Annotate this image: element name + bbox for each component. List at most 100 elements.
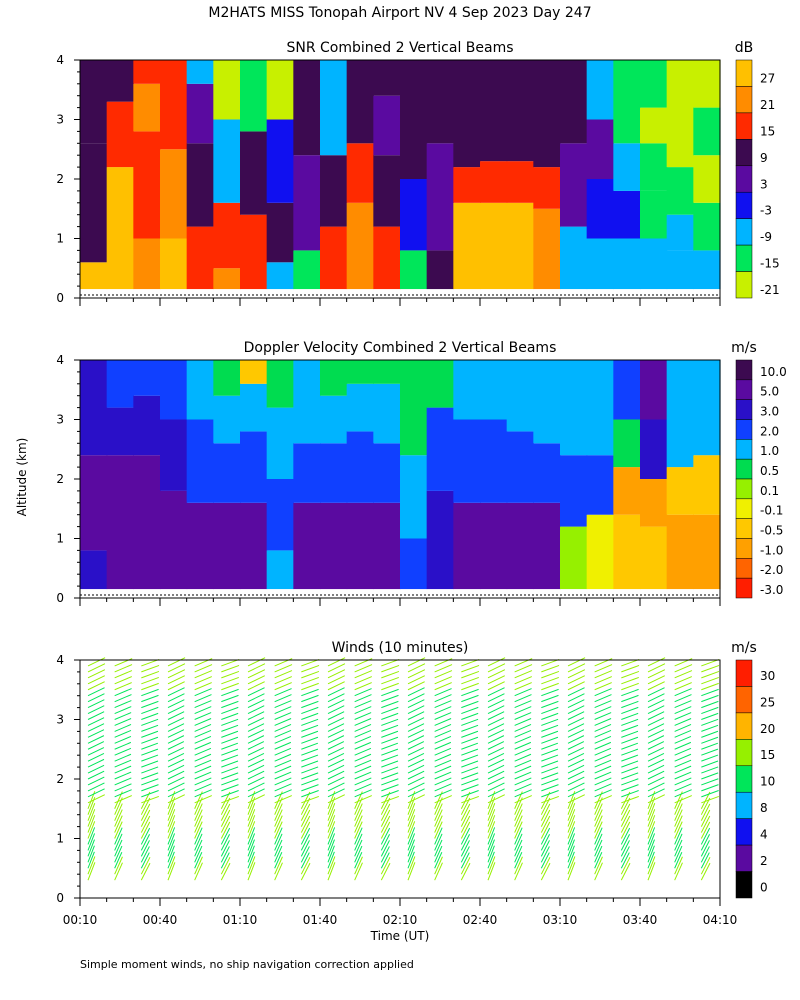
- wind-barb: [274, 753, 292, 762]
- wind-profile: [567, 657, 586, 881]
- heat-cell: [346, 60, 374, 144]
- time-column: [293, 60, 321, 290]
- wind-barb: [674, 803, 683, 821]
- colorbar-swatch: [735, 538, 753, 559]
- wind-barb: [647, 839, 655, 857]
- colorbar-label: 15: [760, 124, 775, 138]
- colorbar-swatch: [735, 458, 753, 480]
- heat-cell: [480, 161, 508, 203]
- time-column: [80, 60, 108, 290]
- wind-barb: [487, 663, 506, 673]
- wind-barb: [114, 759, 132, 768]
- heat-cell: [266, 202, 294, 263]
- time-column: [293, 360, 321, 590]
- wind-barb: [380, 862, 391, 881]
- colorbar-swatch: [735, 379, 753, 400]
- colorbar-swatch: [735, 498, 753, 519]
- wind-barb: [247, 747, 265, 756]
- heat-cell: [426, 60, 454, 144]
- wind-barb: [194, 851, 203, 869]
- time-column: [346, 360, 374, 590]
- wind-barb: [167, 856, 176, 875]
- wind-barb: [114, 765, 132, 774]
- wind-barb: [140, 846, 150, 863]
- wind-barb: [194, 718, 212, 726]
- panel-title: Doppler Velocity Combined 2 Vertical Bea…: [244, 340, 557, 356]
- wind-barb: [594, 670, 613, 679]
- wind-barb: [701, 795, 719, 804]
- heat-cell: [560, 526, 588, 590]
- wind-barb: [434, 783, 452, 792]
- wind-barb: [461, 712, 479, 720]
- wind-barb: [327, 711, 345, 720]
- wind-barb: [221, 778, 239, 786]
- wind-barb: [487, 782, 505, 792]
- wind-barb: [407, 741, 425, 750]
- wind-barb: [327, 845, 335, 863]
- wind-barb: [487, 862, 496, 881]
- colorbar-label: 0.5: [760, 464, 779, 478]
- wind-barb: [167, 827, 176, 845]
- wind-barb: [407, 747, 425, 756]
- heat-cell: [693, 514, 721, 590]
- wind-barb: [141, 688, 159, 697]
- wind-barb: [381, 724, 399, 732]
- wind-barb: [461, 760, 479, 768]
- wind-barb: [247, 833, 256, 851]
- wind-barb: [114, 729, 132, 738]
- wind-barb: [487, 669, 506, 679]
- wind-barb: [487, 723, 505, 732]
- wind-barb: [461, 790, 479, 798]
- wind-barb: [407, 675, 425, 685]
- wind-barb: [247, 764, 265, 774]
- wind-barb: [87, 839, 95, 857]
- heat-cell: [586, 179, 614, 239]
- wind-barb: [620, 827, 631, 845]
- wind-barb: [674, 718, 692, 726]
- wind-barb: [700, 803, 711, 821]
- time-column: [373, 60, 401, 290]
- wind-barb: [567, 752, 585, 762]
- heat-cell: [506, 360, 534, 432]
- wind-barb: [701, 670, 720, 679]
- colorbar-unit: m/s: [731, 640, 757, 656]
- wind-barb: [674, 688, 692, 697]
- wind-barb: [567, 827, 576, 845]
- wind-barb: [701, 700, 719, 709]
- wind-barb: [514, 851, 523, 869]
- wind-barb: [354, 712, 372, 720]
- wind-barb: [301, 760, 319, 768]
- wind-barb: [274, 670, 293, 679]
- wind-barb: [701, 772, 719, 780]
- colorbar-label: 5.0: [760, 385, 779, 399]
- wind-barb: [621, 694, 639, 703]
- wind-barb: [540, 862, 551, 881]
- wind-barb: [594, 777, 612, 786]
- wind-barb: [434, 729, 452, 738]
- wind-barb: [301, 772, 319, 780]
- wind-barb: [354, 753, 372, 762]
- wind-barb: [514, 839, 523, 857]
- wind-barb: [114, 839, 123, 857]
- wind-barb: [434, 862, 443, 881]
- wind-barb: [434, 789, 452, 798]
- wind-barb: [621, 724, 639, 732]
- wind-barb: [140, 797, 151, 815]
- wind-barb: [514, 771, 532, 780]
- wind-barb: [114, 741, 132, 750]
- wind-barb: [327, 699, 345, 709]
- wind-barb: [167, 782, 185, 792]
- y-tick-label: 4: [56, 653, 64, 667]
- wind-barb: [541, 706, 559, 715]
- wind-barb: [114, 712, 132, 720]
- wind-barb: [647, 687, 665, 697]
- wind-barb: [647, 803, 656, 821]
- heat-cell: [80, 60, 108, 144]
- wind-barb: [701, 724, 719, 732]
- wind-barb: [167, 705, 185, 715]
- wind-barb: [674, 789, 692, 798]
- wind-profile: [434, 658, 453, 881]
- wind-barb: [647, 833, 656, 851]
- wind-barb: [327, 827, 336, 845]
- wind-barb: [194, 839, 203, 857]
